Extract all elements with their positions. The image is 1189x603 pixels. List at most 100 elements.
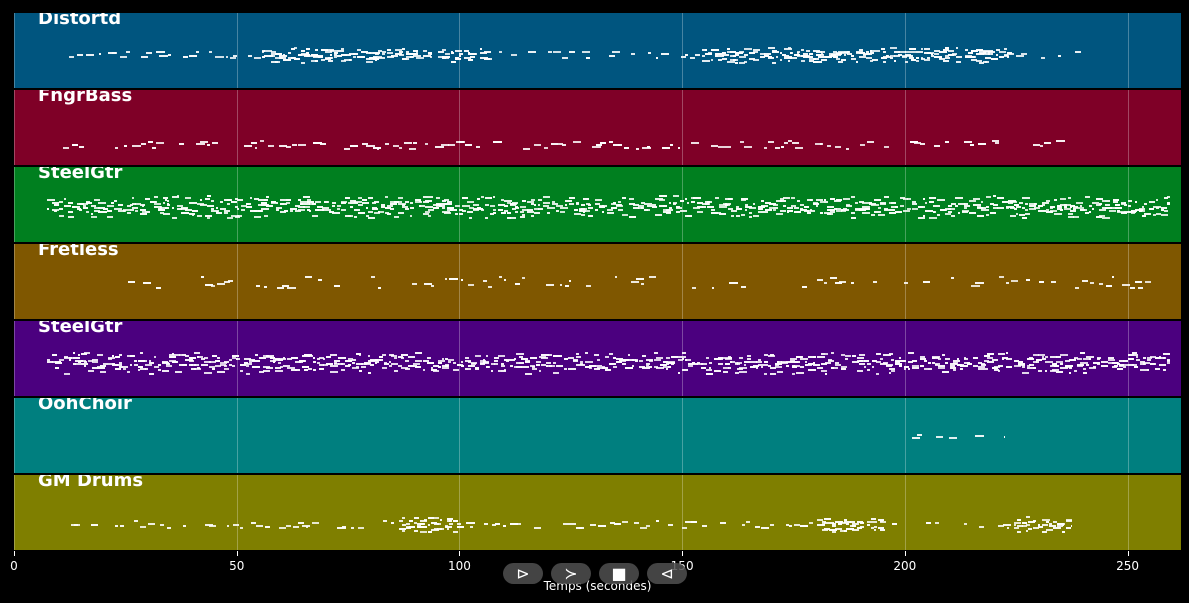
note: [867, 521, 874, 524]
note: [736, 368, 744, 371]
note: [351, 526, 354, 529]
note: [878, 207, 882, 210]
note: [625, 366, 634, 369]
note: [446, 208, 453, 211]
note: [849, 521, 855, 524]
note: [1017, 363, 1023, 366]
note: [668, 202, 671, 205]
note: [114, 367, 121, 370]
note: [448, 519, 452, 522]
note: [1096, 357, 1101, 360]
note: [1061, 523, 1065, 526]
note: [330, 370, 338, 373]
note: [618, 359, 625, 361]
note: [398, 51, 404, 54]
note: [705, 368, 712, 371]
note: [1107, 362, 1116, 364]
note: [735, 215, 741, 218]
note: [63, 146, 69, 149]
note: [314, 209, 320, 212]
note: [585, 209, 591, 212]
note: [264, 54, 271, 57]
note: [256, 525, 263, 528]
note: [1123, 363, 1128, 366]
note: [283, 54, 286, 57]
note: [548, 354, 552, 357]
note: [932, 210, 936, 213]
note: [1144, 213, 1152, 216]
note: [773, 209, 776, 212]
note: [797, 200, 801, 203]
stop-button[interactable]: ■: [599, 563, 639, 584]
note: [484, 50, 492, 53]
note: [589, 365, 596, 368]
note: [329, 54, 332, 57]
note: [551, 201, 555, 204]
note: [763, 360, 769, 363]
note: [470, 55, 476, 58]
note: [476, 197, 480, 200]
note: [732, 58, 737, 61]
note: [77, 54, 84, 57]
note: [78, 353, 81, 356]
note: [522, 147, 530, 150]
note: [294, 361, 302, 364]
note: [260, 208, 269, 211]
note: [234, 197, 239, 200]
note: [226, 217, 234, 220]
back-button[interactable]: ⊲: [647, 563, 687, 584]
note: [573, 213, 581, 216]
note: [840, 367, 847, 370]
note: [216, 371, 225, 374]
note: [310, 59, 319, 62]
note: [1088, 210, 1091, 213]
note: [596, 144, 603, 147]
note: [728, 207, 734, 210]
note: [663, 364, 667, 367]
note: [387, 205, 393, 208]
note: [580, 361, 583, 364]
note: [1133, 354, 1139, 357]
note: [920, 365, 924, 368]
note: [1106, 285, 1112, 288]
grid-line: [459, 321, 461, 396]
time-axis: Temps (secondes) 050100150200250: [10, 551, 1181, 603]
note: [767, 47, 776, 50]
note: [963, 357, 968, 360]
note: [51, 201, 60, 204]
note: [665, 357, 670, 360]
note: [909, 55, 913, 58]
note: [261, 51, 265, 54]
note: [827, 209, 835, 212]
note: [594, 208, 599, 211]
note: [491, 523, 496, 526]
note: [538, 203, 541, 206]
note: [1049, 524, 1057, 527]
note: [214, 365, 222, 368]
note: [859, 526, 865, 529]
note: [1099, 203, 1102, 206]
note: [422, 196, 429, 199]
play-button[interactable]: ≻: [551, 563, 591, 584]
note: [984, 359, 989, 362]
note: [812, 364, 821, 367]
note: [425, 200, 432, 203]
note: [427, 524, 430, 527]
note: [254, 354, 259, 357]
note: [1050, 209, 1057, 212]
note: [1017, 524, 1023, 527]
note: [985, 60, 990, 63]
note: [744, 203, 749, 206]
rewind-button[interactable]: ⊳: [503, 563, 543, 584]
note: [815, 205, 819, 208]
note: [1006, 352, 1009, 355]
note: [656, 357, 664, 360]
note: [785, 524, 789, 527]
note: [823, 211, 830, 214]
note: [680, 55, 687, 58]
note: [1141, 205, 1144, 208]
note: [522, 200, 526, 203]
note: [843, 518, 848, 521]
note: [135, 209, 138, 212]
note: [490, 370, 494, 373]
